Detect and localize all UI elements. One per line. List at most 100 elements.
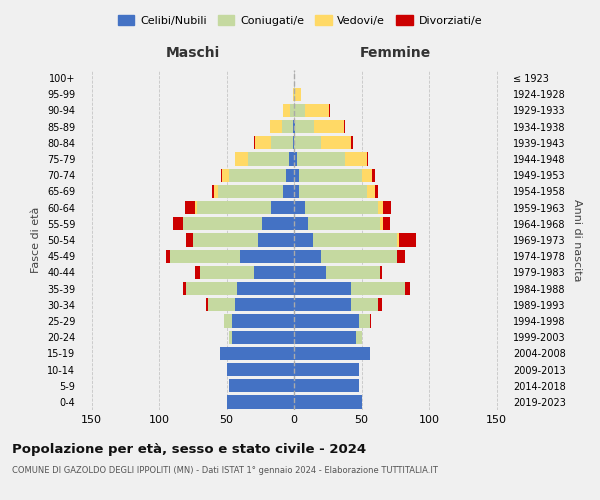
Bar bbox=[290, 104, 294, 117]
Bar bbox=[197, 201, 271, 214]
Bar bbox=[186, 282, 238, 295]
Bar bbox=[293, 120, 294, 134]
Bar bbox=[271, 136, 293, 149]
Bar bbox=[227, 396, 294, 408]
Bar bbox=[254, 136, 255, 149]
Bar bbox=[232, 330, 294, 344]
Bar bbox=[361, 168, 372, 182]
Bar bbox=[299, 185, 367, 198]
Y-axis label: Anni di nascita: Anni di nascita bbox=[572, 198, 583, 281]
Bar bbox=[294, 266, 326, 279]
Bar bbox=[186, 234, 193, 246]
Text: Maschi: Maschi bbox=[166, 46, 220, 60]
Bar bbox=[283, 185, 294, 198]
Bar bbox=[294, 217, 308, 230]
Bar bbox=[321, 250, 397, 263]
Bar bbox=[383, 217, 390, 230]
Bar bbox=[321, 136, 350, 149]
Bar bbox=[305, 201, 378, 214]
Text: COMUNE DI GAZOLDO DEGLI IPPOLITI (MN) - Dati ISTAT 1° gennaio 2024 - Elaborazion: COMUNE DI GAZOLDO DEGLI IPPOLITI (MN) - … bbox=[12, 466, 438, 475]
Bar bbox=[223, 168, 229, 182]
Bar bbox=[294, 282, 350, 295]
Bar bbox=[356, 330, 361, 344]
Bar bbox=[380, 217, 383, 230]
Bar bbox=[296, 152, 346, 166]
Bar bbox=[283, 104, 290, 117]
Bar bbox=[221, 168, 223, 182]
Bar bbox=[329, 104, 331, 117]
Bar bbox=[359, 314, 370, 328]
Bar bbox=[293, 136, 294, 149]
Bar bbox=[214, 185, 218, 198]
Bar bbox=[220, 346, 294, 360]
Bar bbox=[206, 298, 208, 312]
Bar bbox=[405, 282, 410, 295]
Bar bbox=[313, 234, 397, 246]
Legend: Celibi/Nubili, Coniugati/e, Vedovi/e, Divorziati/e: Celibi/Nubili, Coniugati/e, Vedovi/e, Di… bbox=[113, 10, 487, 30]
Bar bbox=[199, 266, 254, 279]
Bar bbox=[170, 250, 240, 263]
Bar bbox=[196, 201, 197, 214]
Bar bbox=[295, 88, 301, 101]
Bar bbox=[305, 104, 329, 117]
Bar bbox=[270, 120, 282, 134]
Bar bbox=[224, 314, 232, 328]
Bar bbox=[184, 282, 186, 295]
Bar bbox=[294, 185, 299, 198]
Bar bbox=[229, 379, 294, 392]
Bar bbox=[229, 330, 232, 344]
Bar bbox=[255, 136, 271, 149]
Bar bbox=[235, 298, 294, 312]
Bar bbox=[212, 185, 214, 198]
Bar bbox=[350, 298, 378, 312]
Bar bbox=[294, 234, 313, 246]
Bar bbox=[400, 234, 415, 246]
Bar bbox=[294, 298, 350, 312]
Bar bbox=[294, 201, 305, 214]
Bar bbox=[294, 379, 359, 392]
Bar bbox=[294, 136, 321, 149]
Bar bbox=[229, 168, 286, 182]
Bar bbox=[271, 201, 294, 214]
Bar bbox=[397, 234, 400, 246]
Bar bbox=[294, 314, 359, 328]
Bar bbox=[172, 217, 183, 230]
Bar bbox=[227, 363, 294, 376]
Bar bbox=[232, 314, 294, 328]
Bar bbox=[370, 314, 371, 328]
Bar bbox=[196, 266, 199, 279]
Bar bbox=[289, 152, 294, 166]
Bar bbox=[367, 152, 368, 166]
Bar bbox=[294, 363, 359, 376]
Bar bbox=[350, 136, 353, 149]
Bar bbox=[346, 152, 367, 166]
Bar bbox=[344, 120, 346, 134]
Bar bbox=[282, 120, 293, 134]
Bar bbox=[294, 120, 295, 134]
Bar bbox=[294, 250, 321, 263]
Bar bbox=[208, 298, 235, 312]
Bar bbox=[248, 152, 289, 166]
Bar bbox=[193, 234, 257, 246]
Bar bbox=[372, 168, 375, 182]
Bar bbox=[350, 282, 404, 295]
Bar bbox=[308, 217, 380, 230]
Bar bbox=[378, 201, 383, 214]
Bar bbox=[240, 250, 294, 263]
Bar bbox=[294, 168, 299, 182]
Bar bbox=[294, 152, 296, 166]
Bar bbox=[314, 120, 344, 134]
Bar bbox=[375, 185, 378, 198]
Bar bbox=[254, 266, 294, 279]
Bar bbox=[235, 152, 248, 166]
Bar bbox=[238, 282, 294, 295]
Bar bbox=[185, 201, 196, 214]
Bar bbox=[257, 234, 294, 246]
Bar bbox=[184, 217, 262, 230]
Y-axis label: Fasce di età: Fasce di età bbox=[31, 207, 41, 273]
Bar bbox=[218, 185, 283, 198]
Bar bbox=[262, 217, 294, 230]
Bar bbox=[397, 250, 405, 263]
Bar bbox=[367, 185, 375, 198]
Bar bbox=[299, 168, 361, 182]
